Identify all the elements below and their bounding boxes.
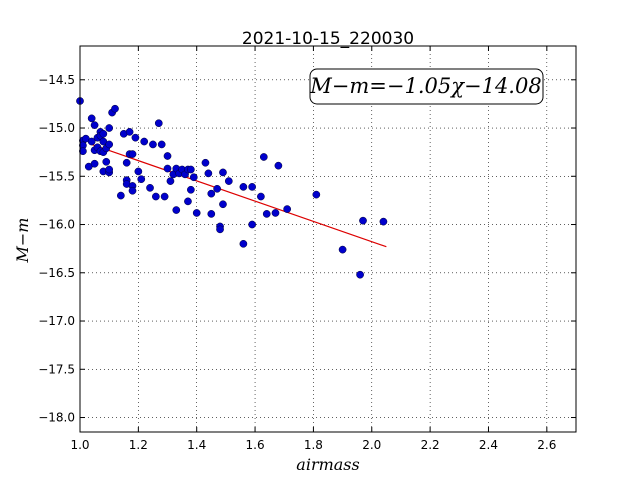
data-point <box>192 209 201 217</box>
x-tick-label: 2.2 <box>421 438 440 452</box>
data-point <box>157 140 166 149</box>
x-axis-label: airmass <box>296 455 359 474</box>
data-point <box>201 158 210 167</box>
y-tick-label: −17.5 <box>38 362 75 376</box>
data-point <box>184 197 192 206</box>
x-tick-label: 2.4 <box>479 438 498 452</box>
data-point <box>283 205 292 213</box>
y-tick-label: −16.0 <box>38 218 75 232</box>
x-tick-label: 1.0 <box>70 438 89 452</box>
data-point <box>99 129 108 138</box>
data-point <box>160 192 169 201</box>
data-point <box>149 140 157 149</box>
data-point <box>146 184 154 192</box>
data-point <box>213 184 221 193</box>
data-point <box>111 104 119 113</box>
y-tick-label: −15.5 <box>38 169 75 183</box>
x-tick-label: 2.0 <box>362 438 381 452</box>
data-point <box>90 159 99 168</box>
data-point <box>125 128 134 136</box>
data-point <box>274 161 283 170</box>
data-point <box>163 152 172 160</box>
data-points-layer <box>76 97 388 279</box>
x-tick-label: 1.2 <box>129 438 148 452</box>
x-tick-label: 1.4 <box>187 438 206 452</box>
data-point <box>259 153 268 161</box>
data-point <box>152 192 160 201</box>
data-point <box>239 183 248 191</box>
data-point <box>224 177 233 185</box>
data-point <box>239 239 248 248</box>
fit-line <box>91 143 387 248</box>
data-point <box>128 150 137 158</box>
data-point <box>134 167 143 176</box>
y-tick-label: −16.5 <box>38 266 75 280</box>
data-point <box>128 186 137 195</box>
y-tick-label: −14.5 <box>38 73 75 87</box>
x-tick-label: 1.8 <box>304 438 323 452</box>
x-tick-label: 2.6 <box>537 438 556 452</box>
data-point <box>87 114 96 123</box>
data-point <box>102 157 111 166</box>
annotation-box: M−m=−1.05χ−14.08 <box>309 68 544 105</box>
data-point <box>166 177 175 185</box>
data-point <box>105 140 114 149</box>
data-point <box>219 200 227 209</box>
annotation-frame <box>309 68 544 105</box>
data-point <box>105 165 114 174</box>
data-point <box>207 189 216 198</box>
data-point <box>248 220 256 229</box>
annotation-text: M−m=−1.05χ−14.08 <box>309 74 541 98</box>
data-point <box>257 192 265 201</box>
data-point <box>248 183 256 191</box>
y-tick-label: −18.0 <box>38 411 75 425</box>
data-point <box>207 210 216 218</box>
data-point <box>90 121 99 129</box>
data-point <box>140 137 149 146</box>
data-point <box>79 147 87 156</box>
data-point <box>338 245 347 254</box>
data-point <box>219 168 227 177</box>
y-tick-label: −17.0 <box>38 314 75 328</box>
x-tick-label: 1.6 <box>246 438 265 452</box>
data-point <box>262 210 271 218</box>
data-point <box>163 164 172 173</box>
plot-frame <box>79 45 577 433</box>
data-point <box>187 165 195 174</box>
data-point <box>189 173 198 182</box>
data-point <box>271 209 280 217</box>
data-point <box>312 190 321 199</box>
data-point <box>379 217 388 226</box>
data-point <box>87 137 96 146</box>
data-point <box>356 270 364 279</box>
tick-layer: 1.0 1.2 1.4 1.6 1.8 2.0 2.2 2.4 2.6 −14.5 −15.0 −15… <box>38 46 576 452</box>
data-point <box>172 206 181 214</box>
chart-title: 2021-10-15_220030 <box>242 29 414 49</box>
data-point <box>204 169 213 178</box>
data-point <box>154 119 163 128</box>
data-point <box>359 216 367 225</box>
data-point <box>105 124 114 132</box>
data-point <box>116 191 125 200</box>
data-point <box>131 133 140 142</box>
y-axis-label: M−m <box>13 218 32 264</box>
fit-line-layer <box>91 143 387 248</box>
data-point <box>137 175 146 184</box>
data-point <box>122 158 131 167</box>
data-point <box>187 185 195 194</box>
data-point <box>216 225 224 234</box>
y-tick-label: −15.0 <box>38 121 75 135</box>
